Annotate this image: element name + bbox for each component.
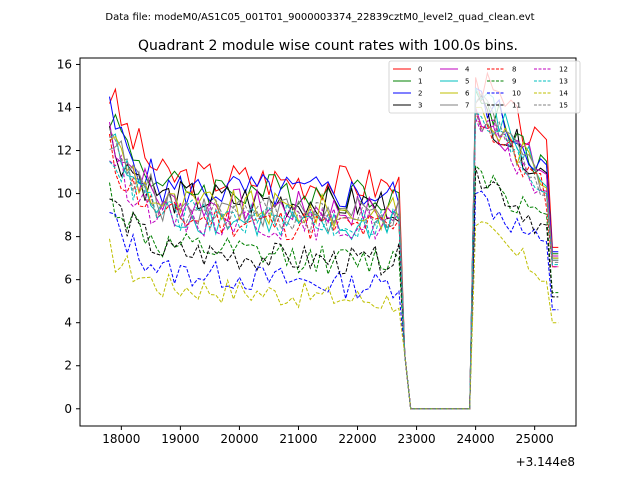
x-tick-label: 19000 [161,432,199,446]
x-tick-label: 20000 [220,432,258,446]
series-line-11 [109,167,559,410]
x-tick-label: 24000 [457,432,495,446]
legend-label-0: 0 [418,66,422,74]
series-line-1 [109,90,559,410]
legend-label-8: 8 [512,66,516,74]
legend-label-10: 10 [512,90,521,98]
legend-label-13: 13 [559,78,568,86]
y-tick-label: 6 [64,273,72,287]
x-axis-offset-label: +3.144e8 [516,455,575,469]
legend-label-15: 15 [559,102,568,110]
y-tick-label: 0 [64,402,72,416]
legend-label-4: 4 [465,66,470,74]
x-tick-label: 21000 [279,432,317,446]
legend-label-14: 14 [559,90,568,98]
y-axis: 0 2 4 6 8 10 12 14 16 [57,57,80,416]
series-line-14 [109,221,559,410]
legend-label-2: 2 [418,90,422,98]
plot-background [80,58,576,426]
legend-label-7: 7 [465,102,469,110]
legend-label-6: 6 [465,90,470,98]
y-tick-label: 8 [64,230,72,244]
series-line-10 [109,190,559,410]
y-tick-label: 10 [57,187,72,201]
legend-label-11: 11 [512,102,521,110]
x-axis: 18000 19000 20000 21000 22000 23000 24000 25000 [102,426,554,446]
axes-frame [79,57,577,427]
y-tick-label: 2 [64,359,72,373]
legend-box [388,60,581,114]
y-tick-label: 12 [57,144,72,158]
chart-title: Quadrant 2 module wise count rates with … [138,38,518,54]
series-line-12 [109,118,559,410]
legend-label-12: 12 [559,66,568,74]
y-tick-label: 14 [57,100,72,114]
legend-label-3: 3 [418,102,422,110]
x-tick-label: 23000 [397,432,435,446]
series-line-15 [109,109,559,410]
data-file-suptitle: Data file: modeM0/AS1C05_001T01_90000033… [105,12,534,23]
legend-label-9: 9 [512,78,516,86]
x-tick-label: 18000 [102,432,140,446]
legend-label-5: 5 [465,78,469,86]
plot-area [79,57,577,427]
y-tick-label: 4 [64,316,72,330]
x-tick-label: 25000 [516,432,554,446]
y-tick-label: 16 [57,57,72,71]
x-tick-label: 22000 [338,432,376,446]
legend-label-1: 1 [418,78,422,86]
